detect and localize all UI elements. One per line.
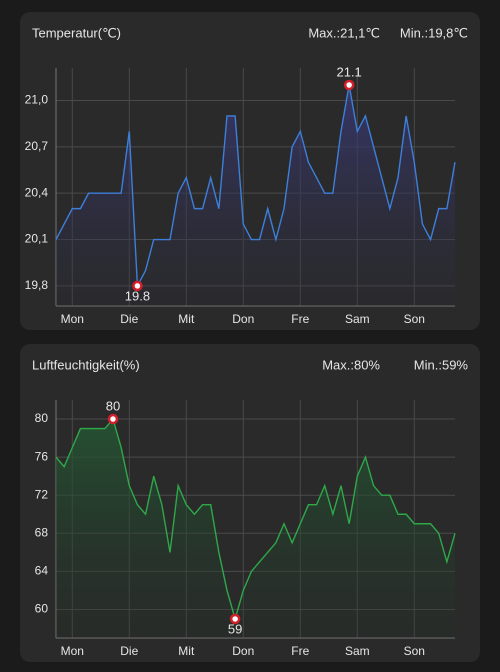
- x-tick-label: Mon: [61, 644, 84, 658]
- x-tick-label: Don: [232, 312, 254, 326]
- x-tick-label: Die: [120, 312, 138, 326]
- x-tick-label: Don: [232, 644, 254, 658]
- point-marker: [229, 613, 241, 625]
- chart-title: Luftfeuchtigkeit(%): [32, 357, 140, 372]
- y-tick-label: 64: [35, 564, 49, 578]
- point-marker: [343, 79, 355, 91]
- point-marker: [107, 413, 119, 425]
- value-label: 80: [106, 398, 120, 413]
- min-label: Min.:59%: [414, 357, 469, 372]
- x-tick-label: Fre: [291, 312, 309, 326]
- value-label: 19.8: [125, 288, 150, 303]
- y-tick-label: 21,0: [25, 93, 49, 107]
- x-tick-label: Fre: [291, 644, 309, 658]
- y-tick-label: 68: [35, 525, 49, 539]
- x-tick-label: Die: [120, 644, 138, 658]
- max-label: Max.:21,1℃: [308, 25, 380, 40]
- point-marker: [132, 280, 143, 292]
- y-tick-label: 20,1: [25, 232, 49, 246]
- x-tick-label: Sam: [345, 644, 370, 658]
- y-tick-label: 76: [35, 449, 49, 463]
- max-label: Max.:80%: [322, 357, 380, 372]
- min-label: Min.:19,8℃: [400, 25, 468, 40]
- x-tick-label: Mit: [178, 312, 195, 326]
- x-tick-label: Mit: [178, 644, 195, 658]
- area: [56, 85, 455, 306]
- x-tick-label: Mon: [61, 312, 84, 326]
- value-label: 59: [228, 621, 242, 636]
- line: [55, 84, 456, 289]
- x-tick-label: Son: [404, 644, 425, 658]
- x-tick-label: Sam: [345, 312, 370, 326]
- x-tick-label: Son: [404, 312, 425, 326]
- y-tick-label: 60: [35, 602, 49, 616]
- chart-title: Temperatur(℃): [32, 25, 121, 40]
- line: [55, 417, 456, 622]
- y-tick-label: 20,4: [25, 185, 49, 199]
- y-tick-label: 72: [35, 487, 49, 501]
- value-label: 21.1: [336, 64, 361, 79]
- y-tick-label: 19,8: [25, 278, 49, 292]
- area: [56, 419, 455, 638]
- y-tick-label: 20,7: [25, 139, 49, 153]
- y-tick-label: 80: [35, 411, 49, 425]
